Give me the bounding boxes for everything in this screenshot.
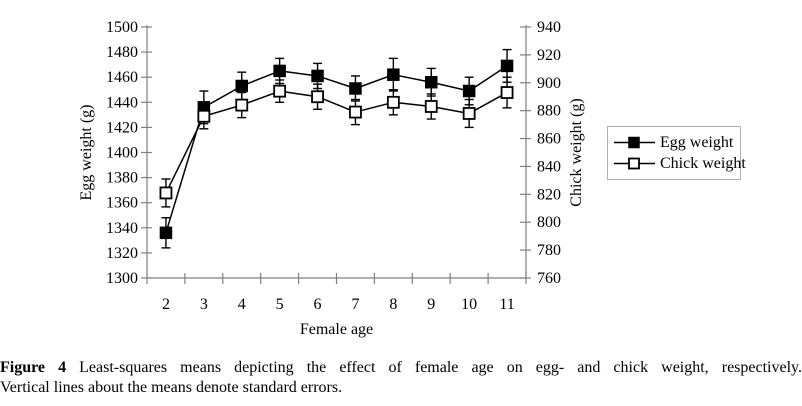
chick-weight-marker-age-9 <box>424 100 438 113</box>
egg-weight-marker-age-4 <box>235 79 248 93</box>
legend-label-chick-weight: Chick weight <box>660 154 746 172</box>
caption-line-1-text: Least-squares means depicting the effect… <box>66 359 802 376</box>
chick-weight-marker-age-2 <box>159 186 173 200</box>
right-axis-tick-label: 820 <box>537 186 561 203</box>
egg-weight-line <box>165 65 508 234</box>
left-axis-tick-label: 1360 <box>106 195 138 212</box>
chick-weight-marker-age-8 <box>386 95 400 109</box>
chick-weight-marker-age-6 <box>311 90 324 104</box>
left-axis-tick-label: 1460 <box>106 69 138 86</box>
left-axis-tick-label: 1440 <box>106 94 138 111</box>
x-axis-tick-label: 5 <box>276 296 284 313</box>
right-axis-tick-label: 800 <box>537 214 561 231</box>
left-axis-tick-label: 1300 <box>106 270 138 287</box>
x-axis-title: Female age <box>300 321 373 338</box>
caption-figure-label: Figure 4 <box>0 359 67 376</box>
left-axis-tick-label: 1320 <box>106 245 138 262</box>
chick-weight-marker-age-5 <box>273 84 287 98</box>
caption-line-2: Vertical lines about the means denote st… <box>0 379 343 396</box>
right-axis-tick-label: 880 <box>537 103 561 120</box>
caption-line-1: Figure 4 Least-squares means depicting t… <box>0 358 802 378</box>
left-axis-tick-label: 1400 <box>106 145 138 162</box>
chick-weight-legend-marker-icon <box>614 157 655 170</box>
left-axis-tick-label: 1340 <box>106 220 138 237</box>
left-axis-tick-label: 1420 <box>106 119 138 136</box>
egg-weight-legend-marker-icon <box>614 136 655 149</box>
right-axis-tick-label: 760 <box>537 270 561 287</box>
egg-weight-marker-age-6 <box>311 69 324 83</box>
right-axis-tick-label: 900 <box>537 75 561 92</box>
chart-canvas: 1300 1320 1340 1360 1380 1400 1420 1440 1460 1480… <box>78 19 585 338</box>
x-axis-tick-label: 3 <box>200 296 208 313</box>
chick-weight-marker-age-4 <box>235 98 249 112</box>
right-axis-title: Chick weight (g) <box>568 98 585 206</box>
chick-weight-line <box>165 90 508 194</box>
legend-entry-chick-weight: Chick weight <box>614 155 746 172</box>
right-axis-tick-label: 940 <box>537 19 561 36</box>
x-axis-tick-label: 6 <box>314 296 322 313</box>
chick-weight-marker-age-10 <box>462 107 476 120</box>
x-axis-tick-label: 2 <box>162 296 170 313</box>
legend-label-egg-weight: Egg weight <box>660 133 734 151</box>
egg-weight-marker-age-9 <box>425 75 438 89</box>
right-axis-tick-label: 780 <box>537 242 561 259</box>
chick-weight-marker-age-3 <box>197 109 211 123</box>
chick-weight-marker-age-7 <box>349 105 362 119</box>
right-axis-tick-label: 860 <box>537 131 561 148</box>
left-axis-tick-label: 1380 <box>106 170 138 187</box>
egg-weight-marker-age-10 <box>462 84 476 98</box>
chart-legend: Egg weight Chick weight <box>607 126 746 180</box>
egg-weight-marker-age-2 <box>159 226 173 240</box>
figure-caption: Figure 4 Least-squares means depicting t… <box>0 358 802 398</box>
egg-weight-marker-age-11 <box>500 59 514 73</box>
x-axis-tick-label: 9 <box>427 296 435 313</box>
legend-entry-egg-weight: Egg weight <box>614 133 740 151</box>
egg-weight-marker-age-5 <box>273 64 286 78</box>
x-axis-tick-label: 8 <box>389 296 397 313</box>
left-axis-title: Egg weight (g) <box>78 105 95 201</box>
right-axis-tick-label: 840 <box>537 158 561 175</box>
egg-weight-marker-age-7 <box>349 82 362 95</box>
chick-weight-marker-age-11 <box>500 86 514 99</box>
x-axis-tick-label: 4 <box>238 296 246 313</box>
x-axis-tick-label: 11 <box>499 296 514 313</box>
right-axis-tick-label: 920 <box>537 47 561 64</box>
x-axis-tick-label: 7 <box>351 296 359 313</box>
left-axis-tick-label: 1480 <box>106 44 138 61</box>
egg-weight-marker-age-8 <box>387 68 400 81</box>
x-axis-tick-label: 10 <box>461 296 477 313</box>
left-axis-tick-label: 1500 <box>106 19 138 36</box>
